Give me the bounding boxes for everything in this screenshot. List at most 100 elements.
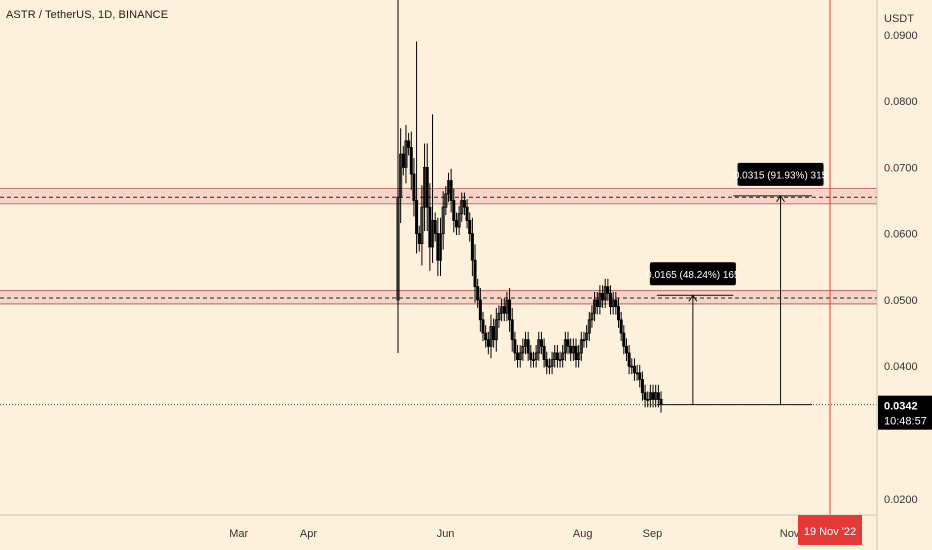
candle-body [651, 392, 655, 400]
candle [555, 345, 559, 368]
candle [510, 307, 514, 352]
candle [486, 331, 490, 355]
candle-body [428, 206, 432, 248]
candle [476, 278, 480, 308]
candle-body [587, 319, 591, 334]
candle [478, 288, 482, 332]
candle [524, 331, 528, 355]
candle-body [558, 359, 562, 362]
candle-body [460, 200, 464, 215]
candle [454, 212, 458, 235]
candle [643, 384, 647, 408]
candle [526, 331, 530, 361]
candle [566, 331, 570, 355]
candle-body [566, 339, 570, 347]
candle [529, 345, 533, 368]
candle-body [452, 200, 456, 221]
candle [550, 351, 554, 375]
candle-body [409, 147, 413, 175]
candle [518, 345, 522, 368]
candle-body [497, 312, 501, 321]
candle [436, 217, 440, 277]
candle [396, 0, 400, 353]
measurements: 0.0165 (48.24%) 165 0.0315 (91.93%) 315 [646, 162, 828, 406]
candle [635, 364, 639, 381]
candle [638, 364, 642, 388]
candle-body [529, 352, 533, 361]
candle [468, 212, 472, 242]
candle-body [468, 220, 472, 235]
candle [622, 325, 626, 355]
price-axis[interactable]: USDT 0.0900 0.0800 0.0700 0.0600 0.0500 0.0400… [876, 0, 932, 550]
candle-body [606, 286, 610, 294]
candle [404, 124, 408, 184]
candle [497, 305, 501, 328]
candle-body [601, 292, 605, 301]
candle-body [436, 233, 440, 261]
candle-body [659, 398, 663, 406]
candle-body [407, 140, 411, 148]
candle [457, 205, 461, 235]
candle-body [598, 292, 602, 307]
candle-body [439, 233, 443, 261]
candle [465, 199, 469, 229]
price-tick-label: 0.0900 [884, 30, 918, 42]
candle-body [571, 345, 575, 354]
candle [593, 291, 597, 322]
candle-body [462, 200, 466, 208]
candle-body [550, 359, 554, 367]
candle-body [627, 352, 631, 367]
candle-body [614, 299, 618, 307]
candle [598, 285, 602, 315]
candle-body [561, 352, 565, 361]
candle-body [524, 339, 528, 347]
candle [611, 291, 615, 315]
candle [428, 183, 432, 271]
candle-body [534, 352, 538, 361]
measure-label-box [737, 162, 824, 186]
measurement-0: 0.0165 (48.24%) 165 [646, 262, 740, 406]
time-tick-label: Mar [229, 528, 248, 540]
measurement-1: 0.0315 (91.93%) 315 [733, 162, 828, 406]
resistance-zone-0 [0, 290, 877, 304]
price-axis-unit: USDT [884, 13, 914, 25]
candle [545, 351, 549, 375]
candle [587, 311, 591, 342]
candle [630, 358, 634, 375]
candle-body [542, 345, 546, 361]
candle-body [630, 365, 634, 368]
candle-body [465, 206, 469, 221]
candle-body [574, 345, 578, 361]
candle-body [624, 345, 628, 354]
candle [656, 384, 660, 408]
candle [513, 331, 517, 361]
candle [431, 114, 435, 263]
time-axis[interactable]: Mar Apr Jun Aug Sep Nov 19 Nov '22 [0, 514, 877, 545]
candle [407, 132, 411, 156]
candle-body [537, 339, 541, 354]
candle [627, 345, 631, 375]
candle-body [399, 153, 403, 198]
candle [399, 128, 403, 224]
date-marker-badge [798, 515, 862, 545]
candle-body [489, 326, 493, 347]
candle [449, 168, 453, 213]
candle-body [415, 200, 419, 235]
candle [569, 338, 573, 361]
candle-body [484, 332, 488, 341]
candle-body [577, 352, 581, 361]
candle [446, 172, 450, 202]
candle-body [555, 352, 559, 361]
candle-body [593, 299, 597, 314]
candle [539, 331, 543, 355]
candle-body [521, 345, 525, 354]
time-tick-label: Sep [643, 528, 663, 540]
candle [433, 212, 437, 242]
candle [492, 318, 496, 348]
candle [606, 278, 610, 302]
resistance-zone-1 [0, 188, 877, 204]
candle-body [401, 153, 405, 168]
candle-body [502, 306, 506, 314]
candle-body [423, 166, 427, 208]
